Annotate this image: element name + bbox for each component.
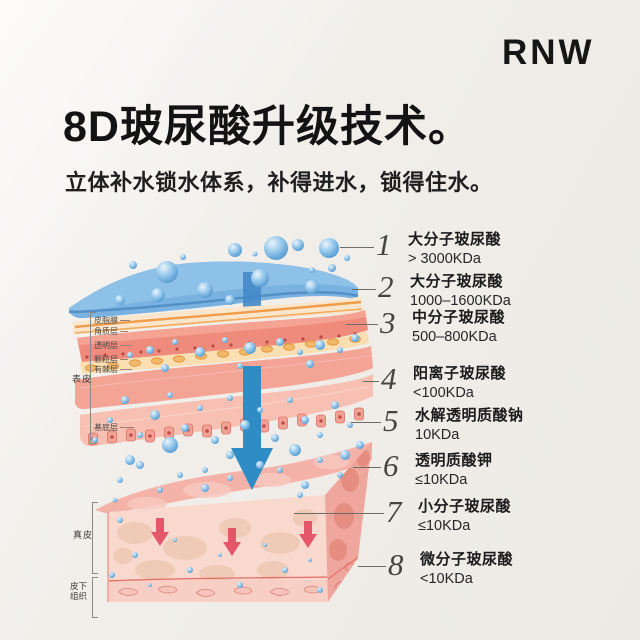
leader-line-2 (352, 289, 376, 290)
legend-item-7: 7 小分子玻尿酸 ≤10KDa (386, 494, 512, 535)
water-film-layer (68, 261, 359, 319)
label-stratum-corneum: 角质层 (94, 326, 128, 337)
legend-item-4: 4 阳离子玻尿酸 <100KDa (381, 361, 507, 402)
label-tick (120, 359, 128, 360)
basal-layer-sheet (80, 374, 373, 447)
label-text: 皮下 (70, 581, 88, 591)
leader-line-8 (358, 566, 386, 567)
upper-dermis-sheet (75, 346, 373, 410)
water-droplets (92, 236, 364, 593)
label-tick (120, 427, 134, 428)
legend-item-3: 3 中分子玻尿酸 500–800KDa (380, 305, 506, 346)
label-text: 有棘层 (94, 365, 118, 374)
legend-value: > 3000KDa (408, 251, 481, 267)
page-title: 8D玻尿酸升级技术。 (63, 103, 472, 151)
legend-value: 1000–1600KDa (410, 293, 511, 309)
legend-value: <10KDa (420, 571, 473, 587)
label-sebum-film: 皮脂膜 (94, 315, 130, 326)
legend-number: 4 (381, 361, 397, 396)
legend-number: 8 (388, 547, 404, 582)
red-down-arrow-icons (151, 518, 317, 556)
legend-name: 透明质酸钾 (415, 452, 493, 469)
brand-logo: RNW (502, 33, 595, 72)
legend-item-8: 8 微分子玻尿酸 <10KDa (388, 547, 514, 588)
skin-layers-illustration (68, 236, 373, 602)
legend-item-5: 5 水解透明质酸钠 10KDa (383, 403, 524, 444)
legend-number: 3 (380, 305, 396, 340)
leader-line-6 (353, 467, 381, 468)
legend-value: ≤10KDa (418, 518, 471, 534)
page-subtitle: 立体补水锁水体系，补得进水，锁得住水。 (65, 170, 493, 195)
label-text: 组织 (70, 591, 88, 601)
label-dermis: 真皮 (73, 530, 94, 540)
label-text: 皮脂膜 (94, 316, 118, 325)
legend-number: 1 (376, 227, 392, 262)
legend-name: 水解透明质酸钠 (415, 407, 524, 424)
leader-line-4 (363, 381, 379, 382)
label-tick (120, 369, 132, 370)
legend-number: 7 (386, 494, 402, 529)
subcutaneous-bracket (92, 577, 98, 618)
leader-line-3 (346, 324, 378, 325)
epidermis-bracket (90, 312, 96, 444)
dermis-block (95, 442, 372, 602)
label-epidermis: 表皮 (72, 374, 93, 384)
dermis-bracket (92, 502, 98, 574)
legend-number: 5 (383, 403, 399, 438)
label-tick (120, 320, 130, 321)
legend-number: 2 (378, 269, 394, 304)
label-stratum-lucidum: 透明层 (94, 340, 132, 351)
legend-item-6: 6 透明质酸钾 ≤10KDa (383, 448, 493, 489)
legend-value: 10KDa (415, 427, 460, 443)
legend-value: 500–800KDa (412, 329, 497, 345)
legend-value: <100KDa (413, 385, 474, 401)
legend-name: 中分子玻尿酸 (412, 309, 506, 326)
label-text: 基底层 (94, 423, 118, 432)
label-text: 角质层 (94, 327, 118, 336)
label-basal-layer: 基底层 (94, 422, 134, 433)
label-stratum-spinosum: 有棘层 (94, 364, 132, 375)
sebum-corneum-layer (73, 296, 363, 335)
legend-value: ≤10KDa (415, 472, 468, 488)
legend-name: 小分子玻尿酸 (418, 498, 512, 515)
legend-name: 微分子玻尿酸 (420, 551, 514, 568)
legend-name: 大分子玻尿酸 (408, 231, 502, 248)
leader-line-5 (351, 422, 381, 423)
leader-line-7 (294, 513, 384, 514)
legend-name: 大分子玻尿酸 (410, 273, 504, 290)
legend-item-1: 1 大分子玻尿酸 > 3000KDa (376, 227, 502, 268)
label-subcutaneous: 皮下 组织 (70, 581, 87, 601)
legend-item-2: 2 大分子玻尿酸 1000–1600KDa (378, 269, 511, 310)
leader-line-1 (340, 247, 374, 248)
label-text: 透明层 (94, 341, 118, 350)
label-tick (120, 331, 128, 332)
label-tick (120, 345, 132, 346)
label-text: 颗粒层 (94, 355, 118, 364)
legend-name: 阳离子玻尿酸 (413, 365, 507, 382)
label-stratum-granulosum: 颗粒层 (94, 354, 128, 365)
legend-number: 6 (383, 448, 399, 483)
